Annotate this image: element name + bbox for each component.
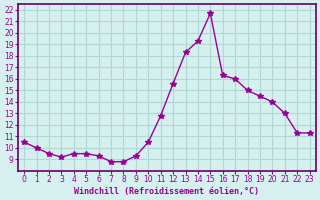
X-axis label: Windchill (Refroidissement éolien,°C): Windchill (Refroidissement éolien,°C)	[74, 187, 260, 196]
